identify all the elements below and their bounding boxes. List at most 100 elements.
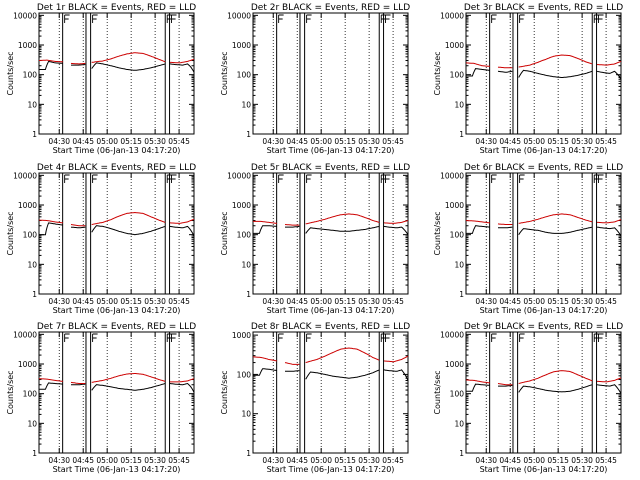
x-tick-label: 05:00 (523, 456, 545, 465)
panel-det-6: Det 6r BLACK = Events, RED = LLD 1 10 100 10… (433, 163, 623, 315)
x-tick-label: 05:45 (168, 456, 190, 465)
flag-marker-icon (598, 333, 604, 342)
series-line-events (518, 226, 593, 235)
series-line-events (596, 70, 622, 80)
plot-frame (38, 331, 195, 454)
x-tick-label: 05:00 (310, 137, 332, 146)
series-line-events (596, 226, 622, 237)
series-line-events (91, 62, 166, 71)
series-line-events (285, 225, 300, 228)
flag-marker-icon (598, 174, 604, 183)
flag-marker-icon (598, 14, 604, 23)
x-axis-label: Start Time (06-Jan-13 04:17:20) (53, 146, 181, 155)
series-line-lld (170, 218, 195, 224)
series-line-lld (384, 220, 409, 224)
x-axis-label: Start Time (06-Jan-13 04:17:20) (480, 146, 608, 155)
y-tick-label: 100 (237, 370, 252, 379)
series-line-lld (170, 378, 195, 383)
series-line-events (253, 368, 278, 376)
series-line-lld (466, 62, 491, 67)
flag-marker-icon (385, 14, 391, 23)
x-tick-label: 05:30 (571, 297, 593, 306)
series-line-events (169, 382, 195, 393)
panel-title: Det 7r BLACK = Events, RED = LLD (37, 322, 196, 332)
series-line-lld (284, 362, 300, 365)
flag-marker-icon (92, 333, 98, 342)
x-tick-label: 05:15 (334, 456, 356, 465)
x-tick-label: 05:15 (547, 137, 569, 146)
y-tick-label: 10 (27, 419, 37, 428)
x-tick-label: 05:45 (382, 137, 404, 146)
flag-marker-icon (64, 174, 70, 183)
panel-title: Det 1r BLACK = Events, RED = LLD (37, 3, 196, 13)
x-tick-label: 05:15 (334, 297, 356, 306)
series-line-lld (91, 211, 166, 225)
y-tick-label: 1000 (18, 201, 37, 210)
x-tick-label: 05:30 (571, 137, 593, 146)
x-tick-label: 04:30 (48, 456, 70, 465)
y-tick-label: 100 (450, 71, 465, 80)
y-tick-label: 1000 (232, 331, 251, 340)
y-tick-label: 1000 (232, 41, 251, 50)
panel-title: Det 4r BLACK = Events, RED = LLD (37, 163, 196, 173)
series-line-events (466, 225, 491, 234)
panel-title: Det 8r BLACK = Events, RED = LLD (251, 322, 410, 332)
series-line-events (305, 225, 380, 234)
y-tick-label: 1 (459, 449, 464, 458)
panel-det-4: Det 4r BLACK = Events, RED = LLD 1 10 100 10… (6, 163, 196, 315)
y-axis-label: Counts/sec (220, 51, 229, 95)
x-tick-label: 05:15 (120, 456, 142, 465)
y-tick-label: 10000 (227, 11, 251, 20)
y-axis-label: Counts/sec (220, 211, 229, 255)
x-tick-label: 05:30 (144, 137, 166, 146)
series-line-lld (497, 66, 513, 69)
series-line-events (39, 222, 64, 236)
flag-marker-icon (519, 174, 525, 183)
series-line-lld (465, 220, 491, 224)
y-axis-label: Counts/sec (6, 370, 15, 414)
x-tick-label: 05:30 (144, 297, 166, 306)
x-tick-label: 05:00 (523, 297, 545, 306)
x-tick-label: 04:30 (48, 137, 70, 146)
x-tick-label: 05:45 (382, 456, 404, 465)
series-line-lld (597, 377, 622, 383)
flag-marker-icon (64, 14, 70, 23)
x-tick-label: 05:00 (96, 297, 118, 306)
x-axis-label: Start Time (06-Jan-13 04:17:20) (267, 146, 395, 155)
y-tick-label: 1000 (232, 201, 251, 210)
y-tick-label: 1 (246, 290, 251, 299)
panel-det-5: Det 5r BLACK = Events, RED = LLD 1 10 100 10… (220, 163, 410, 315)
series-line-lld (497, 383, 513, 386)
series-line-events (169, 63, 195, 73)
y-tick-label: 1 (32, 449, 37, 458)
x-tick-label: 04:30 (262, 297, 284, 306)
x-tick-label: 05:30 (358, 456, 380, 465)
panel-title: Det 9r BLACK = Events, RED = LLD (464, 322, 623, 332)
flag-marker-icon (278, 14, 284, 23)
x-tick-label: 05:15 (547, 456, 569, 465)
x-tick-label: 05:45 (595, 297, 617, 306)
series-line-lld (252, 356, 278, 362)
x-tick-label: 04:30 (48, 297, 70, 306)
x-tick-label: 05:45 (382, 297, 404, 306)
y-tick-label: 100 (450, 390, 465, 399)
flag-marker-icon (92, 174, 98, 183)
y-axis-label: Counts/sec (433, 51, 442, 95)
y-tick-label: 1 (459, 130, 464, 139)
y-tick-label: 1 (246, 449, 251, 458)
y-tick-label: 10000 (13, 330, 37, 339)
series-line-events (39, 60, 64, 70)
series-line-events (91, 383, 166, 391)
series-line-events (498, 226, 513, 229)
x-tick-label: 05:30 (571, 456, 593, 465)
x-tick-label: 04:45 (72, 456, 94, 465)
series-line-events (466, 383, 491, 392)
flag-marker-icon (491, 174, 497, 183)
y-tick-label: 10 (454, 100, 464, 109)
flag-marker-icon (385, 174, 391, 183)
series-line-events (70, 226, 86, 229)
series-line-lld (518, 54, 593, 68)
y-axis-label: Counts/sec (433, 370, 442, 414)
series-line-events (497, 70, 513, 73)
y-tick-label: 100 (450, 231, 465, 240)
